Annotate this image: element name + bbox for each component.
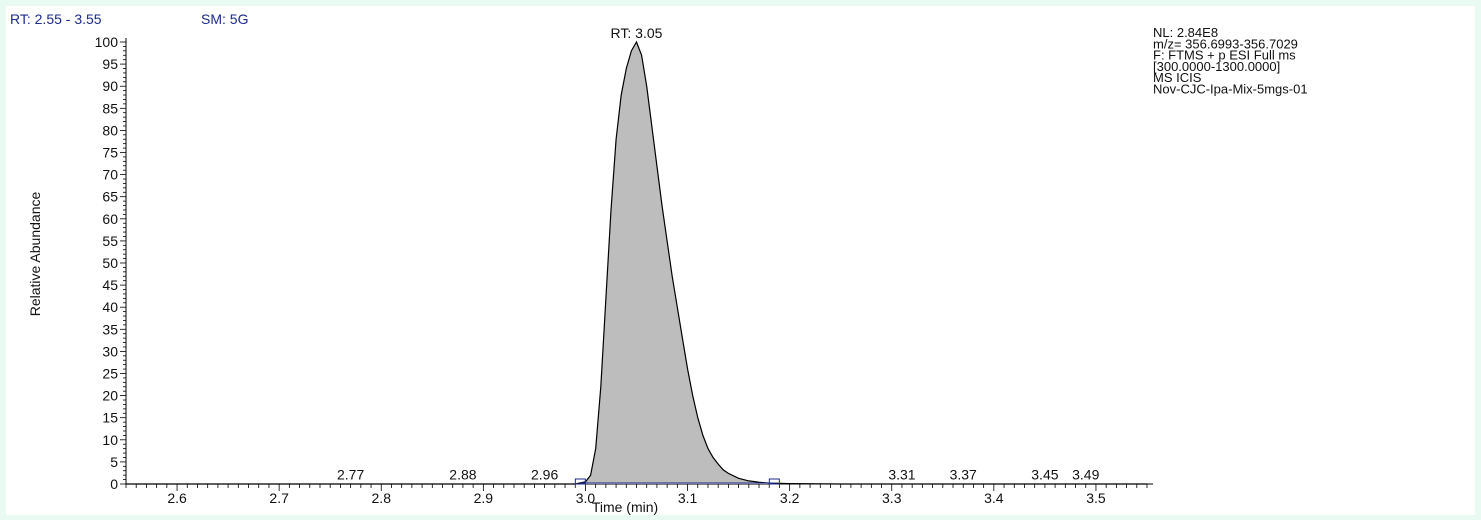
integration-marker: [768, 478, 780, 485]
x-tick-label: 2.9: [474, 490, 494, 506]
y-tick-label: 25: [102, 366, 118, 382]
y-tick-label: 40: [102, 299, 118, 315]
y-tick-label: 45: [102, 277, 118, 293]
x-tick-label: 2.7: [269, 490, 289, 506]
y-tick-label: 65: [102, 189, 118, 205]
peak-fill: [126, 42, 1147, 484]
y-tick-label: 0: [110, 476, 118, 492]
smoothing-label: SM: 5G: [201, 11, 248, 27]
y-tick-label: 60: [102, 211, 118, 227]
y-tick-label: 50: [102, 255, 118, 271]
info-line: MS ICIS: [1153, 70, 1202, 85]
y-tick-label: 75: [102, 145, 118, 161]
y-axis-title: Relative Abundance: [27, 192, 43, 317]
x-tick-label: 3.0: [576, 490, 596, 506]
x-tick-label: 3.1: [678, 490, 698, 506]
info-line: F: FTMS + p ESI Full ms: [1153, 48, 1296, 63]
y-tick-label: 70: [102, 167, 118, 183]
peak-label: 3.37: [950, 467, 977, 483]
y-tick-label: 100: [95, 34, 119, 50]
y-tick-label: 10: [102, 432, 118, 448]
y-tick-label: 95: [102, 56, 118, 72]
peak-label: 3.49: [1072, 467, 1099, 483]
y-tick-label: 30: [102, 343, 118, 359]
info-line: m/z= 356.6993-356.7029: [1153, 36, 1298, 51]
y-tick-label: 20: [102, 388, 118, 404]
y-tick-label: 5: [110, 454, 118, 470]
info-line: NL: 2.84E8: [1153, 25, 1218, 40]
peak-label: 3.31: [888, 467, 915, 483]
x-tick-label: 2.6: [167, 490, 187, 506]
peak-label: 2.88: [449, 467, 476, 483]
apex-label: RT: 3.05: [611, 25, 663, 41]
peak-label: 2.96: [531, 467, 558, 483]
x-tick-label: 3.3: [882, 490, 902, 506]
x-tick-label: 3.5: [1086, 490, 1106, 506]
integration-marker: [574, 478, 586, 485]
chromatogram-trace: [126, 40, 1147, 485]
info-line: Nov-CJC-Ipa-Mix-5mgs-01: [1153, 82, 1308, 97]
peak-label: 2.77: [337, 467, 364, 483]
y-tick-label: 90: [102, 78, 118, 94]
x-tick-label: 2.8: [372, 490, 392, 506]
x-tick-label: 3.2: [780, 490, 800, 506]
y-axis: 0 5 10 15 20 25 30 35 40 45 50 55 60 65 70 75 80 85 90 95 10…: [95, 34, 127, 492]
plot-area: RT: 3.05 2.77 2.88 2.96 3.31 3.37 3.45 3.49: [126, 25, 1147, 485]
chromatogram-panel: RT: 2.55 - 3.55 SM: 5G Relative Abundanc…: [6, 6, 1475, 515]
y-tick-label: 55: [102, 233, 118, 249]
y-tick-label: 15: [102, 410, 118, 426]
peak-label: 3.45: [1031, 467, 1058, 483]
chromatogram-chart: RT: 2.55 - 3.55 SM: 5G Relative Abundanc…: [10, 11, 1308, 515]
info-line: [300.0000-1300.0000]: [1153, 59, 1280, 74]
x-axis-title: Time (min): [592, 499, 658, 515]
rt-range-label: RT: 2.55 - 3.55: [10, 11, 102, 27]
y-tick-label: 85: [102, 100, 118, 116]
y-tick-label: 80: [102, 122, 118, 138]
x-tick-label: 3.4: [984, 490, 1004, 506]
y-tick-label: 35: [102, 321, 118, 337]
